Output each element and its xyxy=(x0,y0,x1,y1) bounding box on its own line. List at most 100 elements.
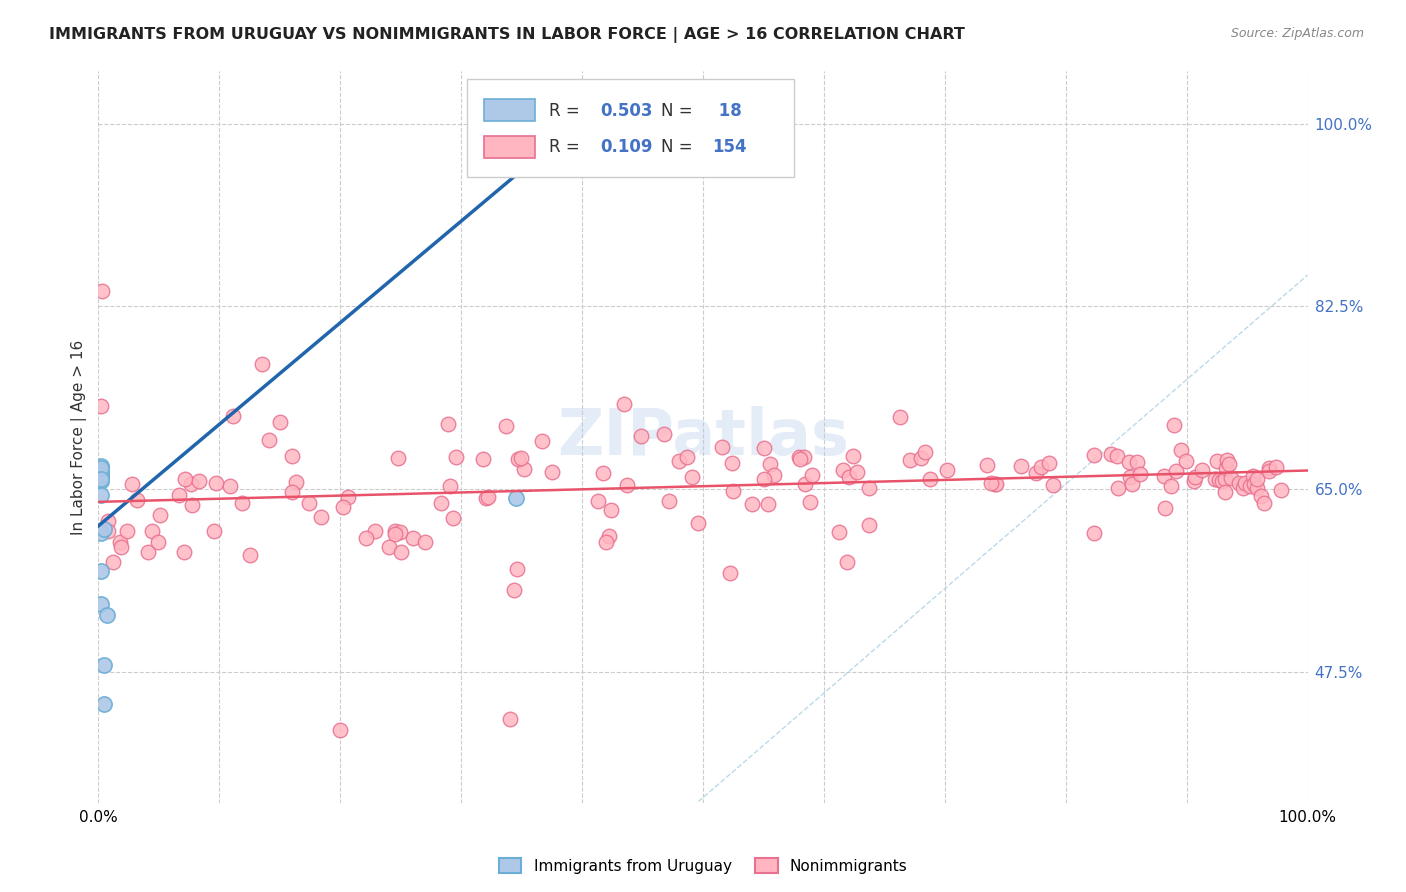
Point xyxy=(90,466,112,480)
Legend: Immigrants from Uruguay, Nonimmigrants: Immigrants from Uruguay, Nonimmigrants xyxy=(492,852,914,880)
Point xyxy=(842,449,865,463)
Y-axis label: In Labor Force | Age > 16: In Labor Force | Age > 16 xyxy=(72,340,87,534)
Point xyxy=(976,458,998,472)
Point xyxy=(541,465,564,479)
Point xyxy=(898,453,921,467)
Point xyxy=(832,463,855,477)
Point xyxy=(91,284,114,298)
Point xyxy=(110,540,132,554)
Point xyxy=(828,524,851,539)
Text: 154: 154 xyxy=(713,138,748,156)
Point xyxy=(1233,475,1256,490)
Text: IMMIGRANTS FROM URUGUAY VS NONIMMIGRANTS IN LABOR FORCE | AGE > 16 CORRELATION C: IMMIGRANTS FROM URUGUAY VS NONIMMIGRANTS… xyxy=(49,27,965,43)
Point xyxy=(439,479,461,493)
Point xyxy=(259,433,281,447)
Point xyxy=(1216,453,1239,467)
Point xyxy=(686,516,709,530)
Point xyxy=(752,472,775,486)
Point xyxy=(616,478,638,492)
Point xyxy=(93,697,115,711)
Point xyxy=(269,415,291,429)
Point xyxy=(90,470,112,484)
Point xyxy=(1265,459,1288,474)
Point xyxy=(858,518,880,533)
Point xyxy=(505,491,527,505)
Point xyxy=(858,481,880,495)
Point xyxy=(676,450,699,464)
Point xyxy=(1213,472,1236,486)
Point xyxy=(402,531,425,545)
Point xyxy=(136,545,159,559)
Point xyxy=(389,545,412,559)
Point xyxy=(654,426,676,441)
Text: N =: N = xyxy=(661,138,697,156)
Point xyxy=(173,545,195,559)
Point xyxy=(592,466,614,480)
Point xyxy=(441,511,464,525)
Point xyxy=(1206,454,1229,468)
Point xyxy=(1025,466,1047,480)
Point xyxy=(1215,460,1237,475)
Point xyxy=(799,495,821,509)
Point xyxy=(364,524,387,538)
Point xyxy=(309,510,332,524)
Point xyxy=(148,534,170,549)
Point xyxy=(1246,481,1268,495)
Text: R =: R = xyxy=(550,138,585,156)
Text: 0.109: 0.109 xyxy=(600,138,652,156)
Point xyxy=(835,555,858,569)
Point xyxy=(1038,456,1060,470)
Point xyxy=(90,467,112,482)
Point xyxy=(90,474,112,488)
Point xyxy=(762,467,785,482)
Point xyxy=(1211,474,1233,488)
Point xyxy=(90,461,112,475)
Point xyxy=(219,479,242,493)
Point xyxy=(1184,469,1206,483)
Point xyxy=(1083,525,1105,540)
Point xyxy=(115,524,138,538)
Point xyxy=(125,492,148,507)
Point xyxy=(181,498,204,512)
Point xyxy=(787,450,810,465)
Text: ZIPatlas: ZIPatlas xyxy=(557,406,849,468)
Point xyxy=(141,524,163,538)
Point xyxy=(446,450,468,465)
Point xyxy=(1118,455,1140,469)
Point xyxy=(110,534,132,549)
Point xyxy=(741,498,763,512)
Point xyxy=(1220,471,1243,485)
Point xyxy=(377,540,399,554)
Point xyxy=(1107,449,1129,463)
Point xyxy=(586,494,609,508)
Point xyxy=(149,508,172,523)
Point xyxy=(384,524,406,539)
Point xyxy=(1215,485,1237,500)
Point xyxy=(298,496,321,510)
Point xyxy=(682,469,704,483)
Point xyxy=(1042,477,1064,491)
Point xyxy=(498,712,520,726)
Point xyxy=(93,657,115,672)
Point xyxy=(718,566,741,581)
Text: 0.503: 0.503 xyxy=(600,102,652,120)
Point xyxy=(90,564,112,578)
Point xyxy=(332,500,354,514)
Point xyxy=(90,526,112,541)
Point xyxy=(846,465,869,479)
Point xyxy=(506,562,529,576)
FancyBboxPatch shape xyxy=(484,99,534,121)
Point xyxy=(1153,500,1175,515)
Point xyxy=(531,434,554,448)
Point xyxy=(1243,476,1265,491)
Point xyxy=(97,514,120,528)
Point xyxy=(1099,447,1122,461)
Point xyxy=(1160,479,1182,493)
Point xyxy=(250,357,273,371)
Point xyxy=(103,556,125,570)
Point xyxy=(756,497,779,511)
Point xyxy=(1227,475,1250,490)
Point xyxy=(90,472,112,486)
Point xyxy=(758,457,780,471)
Point xyxy=(1253,496,1275,510)
